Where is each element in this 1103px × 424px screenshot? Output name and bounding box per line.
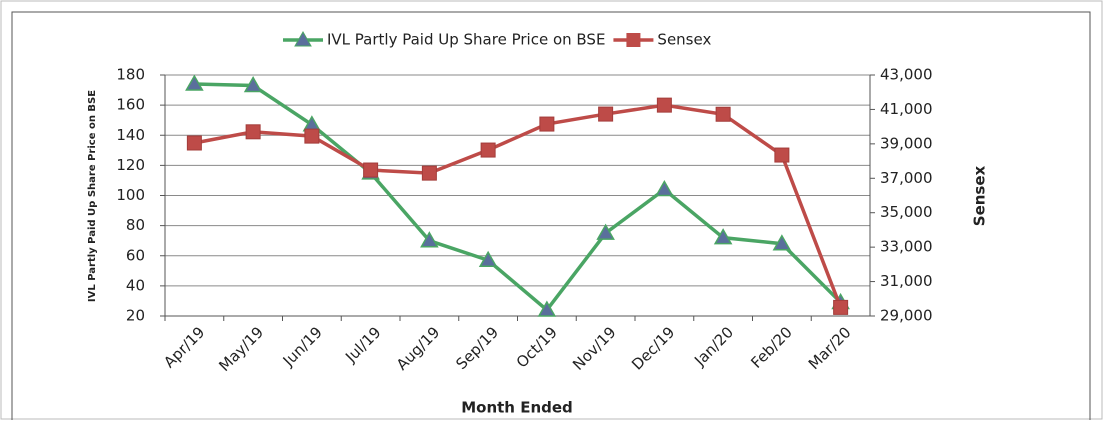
x-tick-label: Jun/19 [279, 323, 326, 370]
marker [713, 228, 733, 245]
x-tick-label: Feb/20 [747, 323, 796, 372]
marker [420, 231, 439, 248]
y-tick-label: 100 [116, 186, 145, 204]
marker [596, 223, 615, 240]
x-axis-label: Month Ended [461, 399, 573, 417]
marker [304, 128, 320, 144]
x-tick-label: Oct/19 [513, 323, 561, 371]
y-tick-label: 40 [126, 276, 145, 294]
x-tick-label: Mar/20 [805, 323, 855, 373]
y2-tick-label: 43,000 [880, 66, 933, 84]
marker [243, 76, 263, 93]
marker [421, 165, 437, 181]
y-tick-label: 20 [126, 307, 145, 325]
y-tick-label: 60 [126, 246, 145, 264]
legend-marker [626, 33, 641, 47]
marker [774, 147, 790, 163]
marker [478, 250, 498, 268]
y-tick-label: 160 [116, 96, 145, 114]
marker [363, 162, 379, 178]
marker [715, 106, 731, 122]
marker [833, 299, 849, 315]
x-tick-label: Sep/19 [452, 323, 502, 373]
x-tick-label: Jan/20 [690, 323, 737, 370]
x-tick-label: Dec/19 [628, 323, 678, 373]
y2-tick-label: 37,000 [880, 169, 933, 187]
y-tick-label: 80 [126, 216, 145, 234]
y-tick-label: 140 [116, 126, 145, 144]
y2-tick-label: 41,000 [880, 100, 933, 118]
marker [772, 234, 792, 251]
x-tick-label: Nov/19 [569, 323, 620, 374]
y2-tick-label: 31,000 [880, 272, 933, 290]
x-tick-label: Jul/19 [341, 323, 384, 366]
legend-marker [294, 30, 312, 47]
marker [480, 142, 496, 158]
y2-tick-label: 39,000 [880, 134, 933, 152]
y-tick-label: 120 [116, 156, 145, 174]
series-line [194, 103, 843, 309]
marker [598, 106, 614, 122]
marker [655, 179, 674, 197]
series-line [194, 82, 842, 313]
y2-axis-label: Sensex [971, 165, 989, 226]
x-tick-label: Apr/19 [160, 323, 208, 371]
legend-label: IVL Partly Paid Up Share Price on BSE [327, 31, 605, 49]
y2-tick-label: 29,000 [880, 307, 933, 325]
x-tick-label: Aug/19 [393, 323, 444, 374]
marker [186, 135, 202, 151]
marker [185, 74, 204, 91]
chart-border [11, 11, 1091, 424]
y-tick-label: 180 [116, 66, 145, 84]
marker [537, 300, 557, 317]
legend-label: Sensex [657, 31, 711, 49]
y2-tick-label: 35,000 [880, 203, 933, 221]
marker [302, 115, 322, 132]
y-axis-label: IVL Partly Paid Up Share Price on BSE [87, 90, 98, 302]
y2-tick-label: 33,000 [880, 238, 933, 256]
marker [656, 97, 672, 113]
marker [245, 124, 261, 140]
x-tick-label: May/19 [215, 323, 267, 375]
marker [539, 116, 555, 132]
